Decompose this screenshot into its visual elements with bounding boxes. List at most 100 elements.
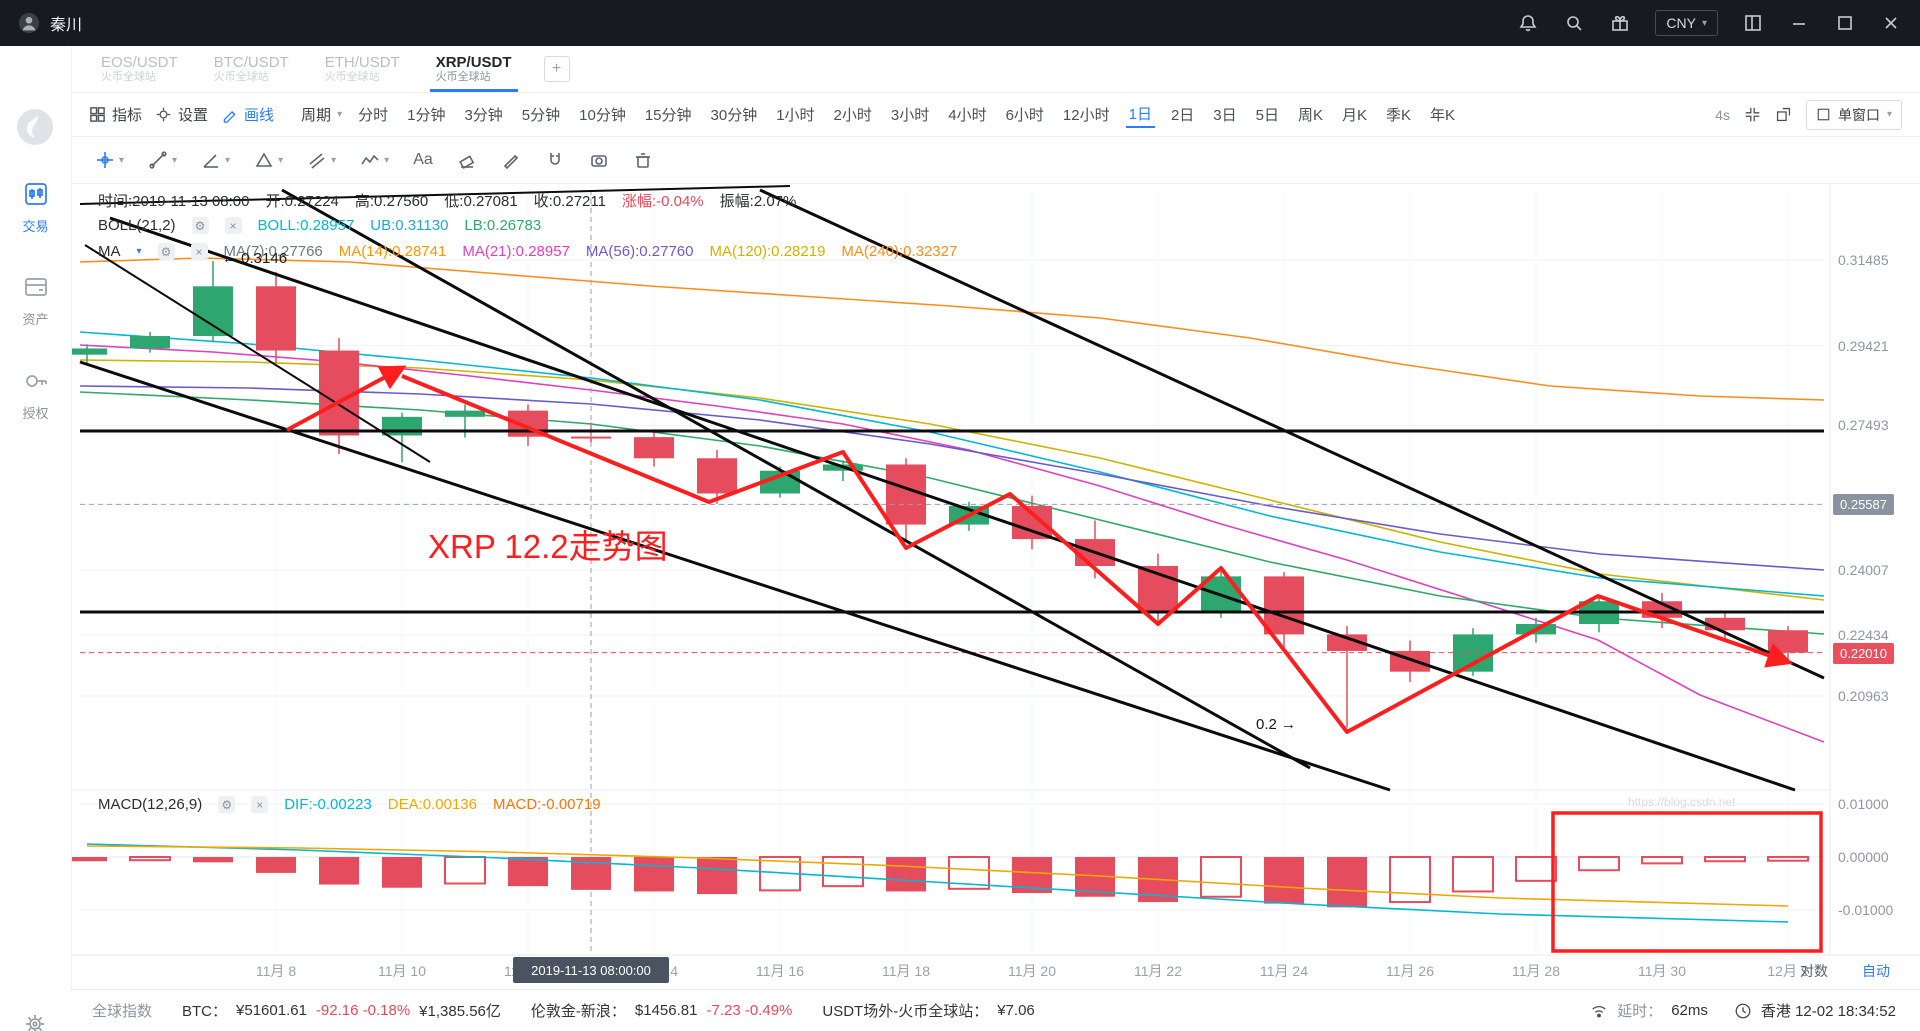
zigzag-annotation[interactable] <box>401 374 1793 734</box>
timeframe-3分钟[interactable]: 3分钟 <box>464 107 503 124</box>
log-scale-toggle[interactable]: 对数 <box>1800 963 1828 979</box>
chevron-down-icon: ▾ <box>119 154 125 166</box>
ma-curve-LB <box>79 391 1825 635</box>
auto-scale-toggle[interactable]: 自动 <box>1862 963 1890 979</box>
timeframe-周K[interactable]: 周K <box>1297 107 1323 124</box>
macd-settings-icon[interactable]: ⚙ <box>218 796 236 813</box>
minimize-icon[interactable] <box>1788 12 1810 34</box>
eraser-tool[interactable] <box>457 150 477 170</box>
brush-tool[interactable] <box>501 150 521 170</box>
timeframe-15分钟[interactable]: 15分钟 <box>644 107 692 124</box>
trend-line[interactable] <box>109 216 1796 792</box>
tab-pair-label: EOS/USDT <box>101 54 178 71</box>
period-dropdown[interactable]: 周期 ▾ <box>301 104 342 125</box>
gear-icon <box>156 107 171 122</box>
sidebar-item-assets[interactable]: 资产 <box>0 274 71 328</box>
x-axis-label: 11月 22 <box>1134 963 1182 979</box>
settings-label: 设置 <box>178 107 209 124</box>
tab-pair-label: BTC/USDT <box>213 54 289 71</box>
info-low: 低:0.27081 <box>444 193 518 210</box>
add-tab-button[interactable]: + <box>543 56 570 82</box>
username[interactable]: 秦川 <box>50 17 83 34</box>
timeframe-3日[interactable]: 3日 <box>1213 107 1237 124</box>
timeframe-1小时[interactable]: 1小时 <box>776 107 815 124</box>
chart-canvas[interactable] <box>71 184 1920 989</box>
huobi-logo-icon[interactable] <box>16 108 54 151</box>
macd-bar <box>1704 856 1746 863</box>
highlight-rect-annotation[interactable] <box>1551 811 1823 953</box>
gold-index-group: 伦敦金-新浪： $1456.81 -7.23 -0.49% <box>531 1000 792 1021</box>
settings-gear-icon[interactable] <box>23 1012 47 1031</box>
macd-close-icon[interactable]: × <box>251 796 269 813</box>
compress-icon[interactable] <box>1744 106 1761 123</box>
chevron-down-icon[interactable]: ▾ <box>136 246 142 257</box>
trend-line[interactable] <box>79 185 791 205</box>
boll-title: BOLL(21,2) <box>98 217 176 234</box>
timeframe-3小时[interactable]: 3小时 <box>890 107 930 124</box>
close-icon[interactable] <box>1880 12 1902 34</box>
timeframe-10分钟[interactable]: 10分钟 <box>579 107 626 124</box>
timeframe-5分钟[interactable]: 5分钟 <box>521 107 561 124</box>
timeframe-30分钟[interactable]: 30分钟 <box>710 107 758 124</box>
ma21-value: MA(21):0.28957 <box>462 243 570 260</box>
timeframe-季K[interactable]: 季K <box>1386 107 1412 124</box>
chevron-down-icon: ▾ <box>1701 17 1707 29</box>
search-icon[interactable] <box>1563 12 1585 34</box>
bell-icon[interactable] <box>1517 12 1539 34</box>
segment-tool[interactable]: ▾ <box>148 150 177 170</box>
trend-line[interactable] <box>79 360 1391 792</box>
tab-pair-label: XRP/USDT <box>435 54 512 71</box>
timeframe-4小时[interactable]: 4小时 <box>948 107 987 124</box>
crosshair-tool[interactable]: ▾ <box>95 150 124 170</box>
tab-eth-usdt[interactable]: ETH/USDT 火币全球站 <box>307 46 418 92</box>
sidebar-item-trade[interactable]: 交易 <box>0 181 71 235</box>
timeframe-1日[interactable]: 1日 <box>1125 101 1155 128</box>
window-mode-select[interactable]: 单窗口 ▾ <box>1805 99 1902 130</box>
user-avatar[interactable] <box>18 12 40 34</box>
settings-button[interactable]: 设置 <box>155 104 208 125</box>
boll-close-icon[interactable]: × <box>224 217 242 234</box>
macd-dea-value: DEA:0.00136 <box>387 796 477 813</box>
x-axis-label: 11月 16 <box>756 963 804 979</box>
magnet-tool[interactable] <box>545 150 565 170</box>
popup-window-icon[interactable] <box>1775 106 1792 123</box>
text-tool[interactable]: Aa <box>413 151 433 169</box>
macd-bar <box>256 857 296 873</box>
magnet-icon <box>549 153 560 165</box>
zigzag-annotation[interactable] <box>286 365 407 432</box>
timeframe-5日[interactable]: 5日 <box>1255 107 1279 124</box>
indicator-button[interactable]: 指标 <box>89 104 142 125</box>
timeframe-6小时[interactable]: 6小时 <box>1005 107 1044 124</box>
wave-tool[interactable]: ▾ <box>360 150 389 170</box>
tab-eos-usdt[interactable]: EOS/USDT 火币全球站 <box>83 46 196 92</box>
drawline-button[interactable]: 画线 <box>221 104 274 125</box>
trendline-tool[interactable]: ▾ <box>201 150 230 170</box>
layout-icon[interactable] <box>1742 12 1764 34</box>
gift-icon[interactable] <box>1609 12 1631 34</box>
delete-tool[interactable] <box>633 150 653 170</box>
timeframe-分时[interactable]: 分时 <box>358 107 389 124</box>
trend-line[interactable] <box>759 188 1825 680</box>
timeframe-1分钟[interactable]: 1分钟 <box>407 107 446 124</box>
triangle-tool[interactable]: ▾ <box>254 150 283 170</box>
currency-select[interactable]: CNY ▾ <box>1655 10 1718 36</box>
timeframe-12小时[interactable]: 12小时 <box>1062 107 1110 124</box>
sidebar-item-auth[interactable]: 授权 <box>0 368 71 422</box>
timeframe-月K[interactable]: 月K <box>1342 107 1368 124</box>
maximize-icon[interactable] <box>1834 12 1856 34</box>
ma-settings-icon[interactable]: ⚙ <box>157 243 175 260</box>
ma-close-icon[interactable]: × <box>190 243 208 260</box>
trend-line[interactable] <box>281 188 1311 770</box>
timeframe-2小时[interactable]: 2小时 <box>833 107 872 124</box>
tab-xrp-usdt[interactable]: XRP/USDT 火币全球站 <box>418 46 530 92</box>
candle-body <box>130 336 170 349</box>
boll-settings-icon[interactable]: ⚙ <box>191 217 209 234</box>
status-bar: 全球指数 BTC： ¥51601.61 -92.16 -0.18% ¥1,385… <box>71 989 1920 1031</box>
timeframe-2日[interactable]: 2日 <box>1170 107 1195 124</box>
trend-line[interactable] <box>84 244 431 463</box>
candle-body <box>445 410 485 417</box>
screenshot-tool[interactable] <box>589 150 609 170</box>
channel-tool[interactable]: ▾ <box>307 150 336 170</box>
tab-btc-usdt[interactable]: BTC/USDT 火币全球站 <box>196 46 307 92</box>
timeframe-年K[interactable]: 年K <box>1430 107 1456 124</box>
